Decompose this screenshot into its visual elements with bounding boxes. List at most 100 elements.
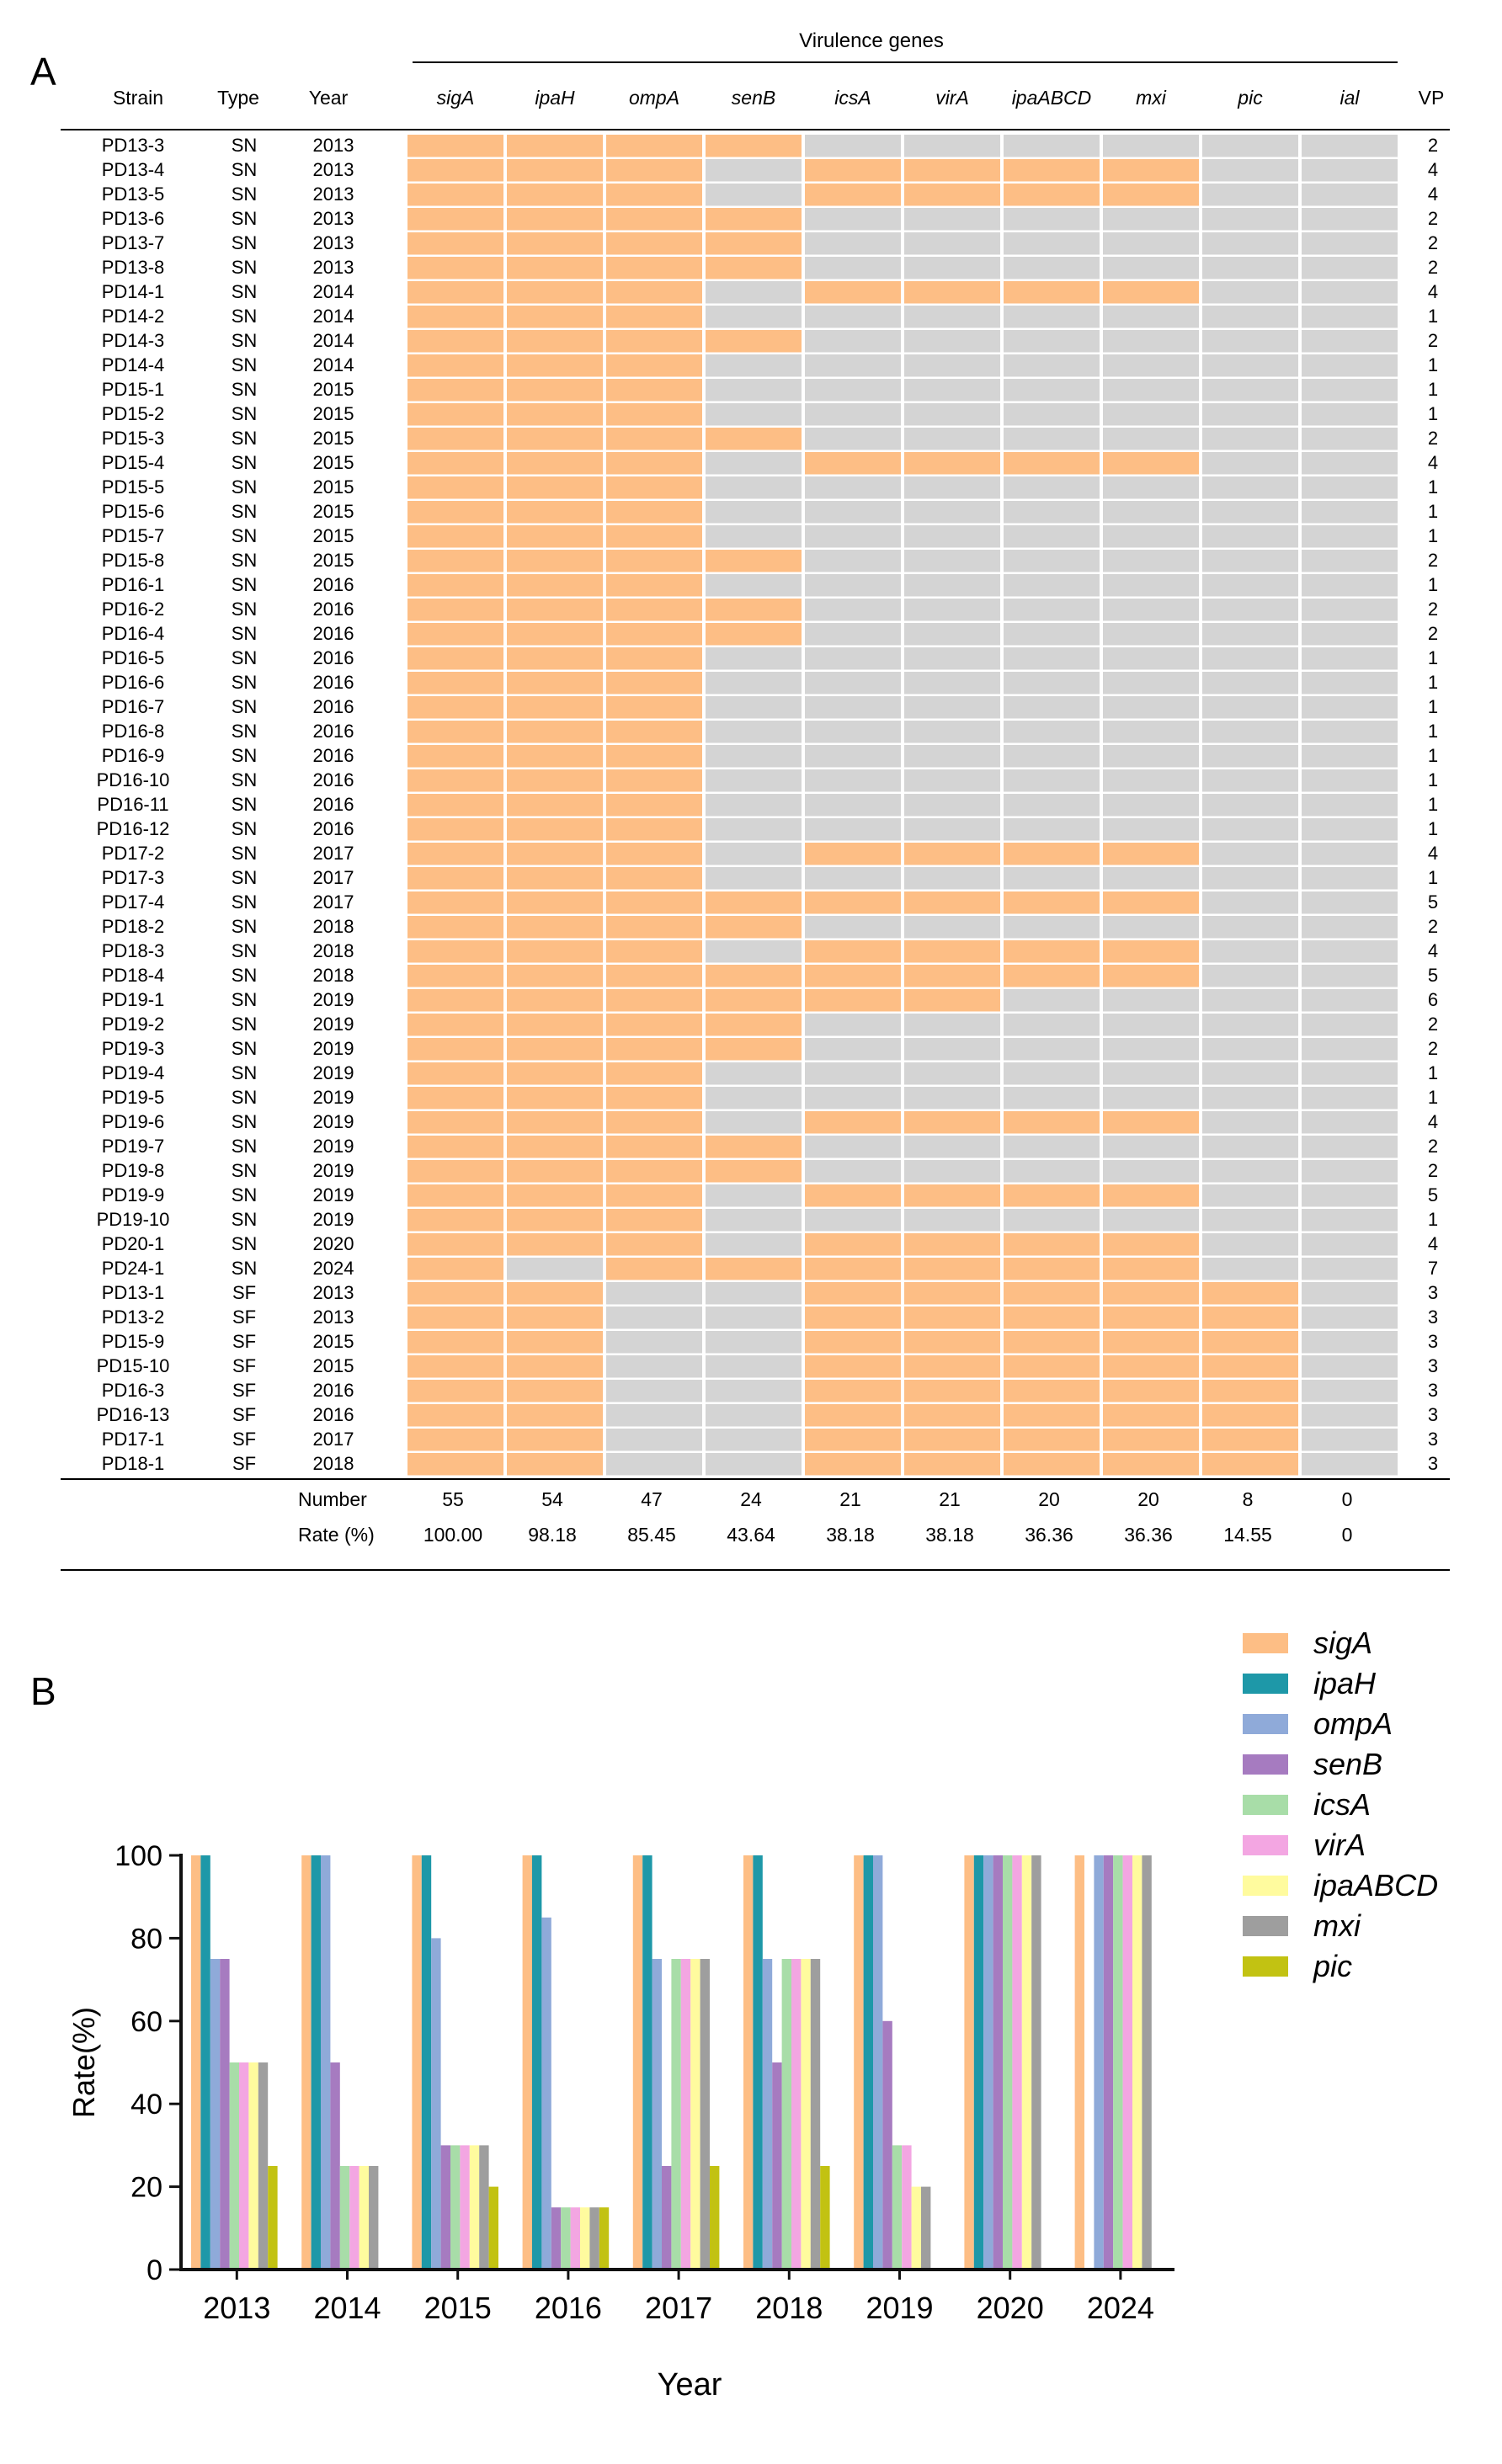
bar-ipaABCD-2016	[580, 2207, 590, 2270]
heatmap-cell	[706, 1233, 802, 1256]
bar-ompA-2024	[1094, 1855, 1104, 2270]
heatmap-cell	[1103, 330, 1199, 353]
year-label: 2016	[313, 599, 354, 620]
gene-header-senB: senB	[732, 87, 775, 109]
heatmap-cell	[1103, 184, 1199, 206]
heatmap-cell	[606, 1453, 702, 1476]
heatmap-cell	[1202, 672, 1298, 694]
heatmap-cell	[606, 1282, 702, 1305]
heatmap-cell	[1302, 1038, 1398, 1061]
heatmap-cell	[1004, 1160, 1100, 1183]
year-label: 2014	[313, 281, 354, 302]
strain-label: PD19-6	[102, 1111, 165, 1132]
heatmap-cell	[1103, 843, 1199, 865]
type-label: SN	[232, 476, 258, 498]
heatmap-cell	[706, 428, 802, 450]
legend-label-icsA: icsA	[1313, 1787, 1371, 1822]
type-label: SN	[232, 940, 258, 961]
vp-value: 6	[1428, 989, 1438, 1010]
heatmap-cell	[507, 721, 603, 743]
heatmap-cell	[1302, 623, 1398, 646]
heatmap-cell	[904, 428, 1000, 450]
heatmap-cell	[1302, 550, 1398, 572]
heatmap-cell	[507, 306, 603, 328]
bar-ompA-2013	[210, 1959, 221, 2270]
heatmap-cell	[805, 1233, 901, 1256]
year-label: 2024	[313, 1258, 354, 1279]
heatmap-cell	[904, 1404, 1000, 1427]
type-label: SN	[232, 525, 258, 546]
heatmap-cell	[805, 208, 901, 231]
heatmap-cell	[904, 696, 1000, 719]
vp-value: 2	[1428, 916, 1438, 937]
heatmap-cell	[407, 1282, 503, 1305]
heatmap-cell	[1202, 769, 1298, 792]
heatmap-cell	[407, 818, 503, 841]
heatmap-cell	[706, 354, 802, 377]
heatmap-cell	[507, 1014, 603, 1036]
bar-virA-2013	[239, 2062, 249, 2270]
heatmap-cell	[706, 672, 802, 694]
year-label: 2014	[313, 306, 354, 327]
bar-mxi-2015	[479, 2145, 489, 2270]
heatmap-cell	[606, 891, 702, 914]
heatmap-cell	[904, 257, 1000, 279]
heatmap-cell	[1103, 281, 1199, 304]
heatmap-cell	[407, 891, 503, 914]
heatmap-cell	[805, 1087, 901, 1110]
type-label: SF	[232, 1404, 256, 1425]
strain-label: PD13-7	[102, 232, 165, 253]
heatmap-cell	[606, 452, 702, 475]
heatmap-cell	[507, 354, 603, 377]
heatmap-cell	[407, 1136, 503, 1158]
heatmap-cell	[1103, 403, 1199, 426]
heatmap-cell	[606, 1111, 702, 1134]
heatmap-cell	[805, 672, 901, 694]
strain-label: PD16-8	[102, 721, 165, 742]
strain-label: PD13-5	[102, 184, 165, 205]
heatmap-cell	[805, 257, 901, 279]
strain-label: PD15-7	[102, 525, 165, 546]
heatmap-cell	[507, 769, 603, 792]
legend-swatch-mxi	[1243, 1916, 1288, 1936]
strain-label: PD17-2	[102, 843, 165, 864]
heatmap-cell	[507, 184, 603, 206]
strain-label: PD13-6	[102, 208, 165, 229]
strain-label: PD19-1	[102, 989, 165, 1010]
heatmap-cell	[805, 1258, 901, 1280]
heatmap-cell	[1302, 281, 1398, 304]
strain-label: PD19-7	[102, 1136, 165, 1157]
year-label: 2015	[313, 525, 354, 546]
heatmap-cell	[805, 1331, 901, 1354]
heatmap-cell	[407, 1209, 503, 1232]
type-label: SN	[232, 989, 258, 1010]
heatmap-cell	[1004, 721, 1100, 743]
heatmap-cell	[1202, 1429, 1298, 1451]
heatmap-cell	[1004, 232, 1100, 255]
year-label: 2018	[313, 916, 354, 937]
heatmap-cell	[1004, 159, 1100, 182]
bar-sigA-2017	[632, 1855, 643, 2270]
heatmap-cell	[507, 1380, 603, 1402]
heatmap-cell	[507, 257, 603, 279]
type-label: SN	[232, 891, 258, 913]
virulence-gene-heatmap: Virulence genes Strain Type Year VP sigA ipaH o…	[61, 29, 1450, 1571]
year-label: 2016	[313, 623, 354, 644]
heatmap-cell	[606, 379, 702, 402]
bar-icsA-2017	[671, 1959, 681, 2270]
heatmap-cell	[606, 306, 702, 328]
heatmap-cell	[805, 940, 901, 963]
strain-label: PD13-2	[102, 1307, 165, 1328]
heatmap-cell	[407, 745, 503, 768]
vp-value: 3	[1428, 1355, 1438, 1376]
strain-label: PD16-1	[102, 574, 165, 595]
heatmap-cell	[1103, 1233, 1199, 1256]
y-tick-label: 80	[130, 1923, 162, 1955]
heatmap-cell	[606, 208, 702, 231]
bar-pic-2015	[488, 2186, 498, 2270]
heatmap-cell	[1302, 1331, 1398, 1354]
heatmap-cell	[1302, 1184, 1398, 1207]
year-label: 2017	[313, 891, 354, 913]
legend-swatch-sigA	[1243, 1633, 1288, 1653]
vp-value: 7	[1428, 1258, 1438, 1279]
